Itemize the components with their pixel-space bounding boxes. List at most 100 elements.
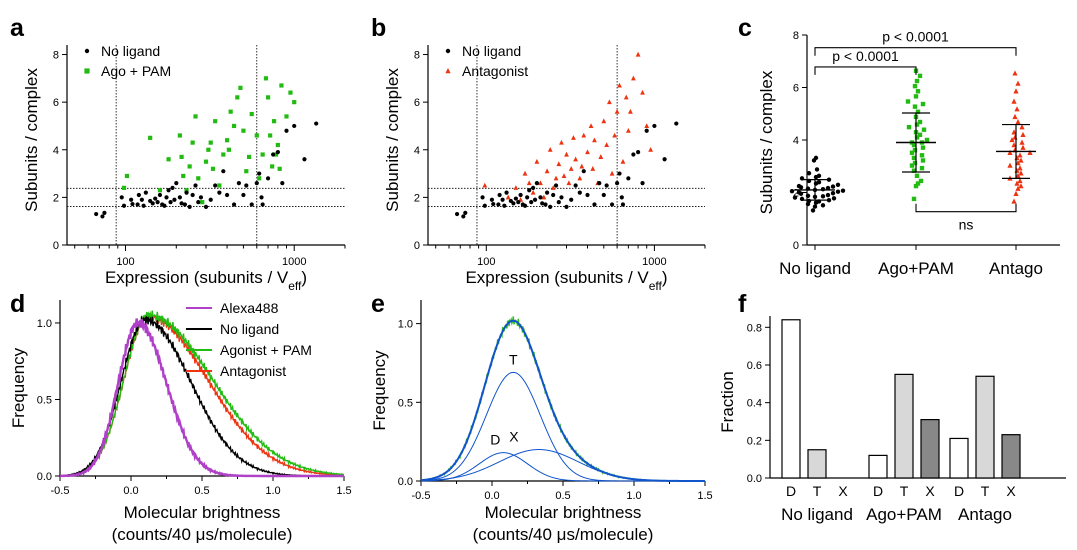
data-point: [831, 196, 837, 201]
significance-label: p < 0.0001: [832, 48, 899, 64]
y-axis-label: Fraction: [718, 371, 737, 432]
data-point: [254, 180, 259, 186]
data-point: [559, 195, 564, 200]
series-no-ligand: [94, 121, 319, 219]
data-point: [644, 128, 649, 133]
series-ago-pam: [121, 76, 297, 205]
data-point: [915, 109, 921, 114]
data-point: [924, 137, 930, 143]
fit-component-x: [420, 449, 705, 482]
data-point: [480, 195, 485, 200]
data-point: [141, 203, 146, 208]
data-point: [820, 186, 826, 192]
data-point: [917, 132, 923, 138]
data-point: [155, 200, 160, 205]
data-point: [164, 195, 169, 200]
data-point: [265, 176, 271, 181]
data-point: [121, 203, 127, 208]
data-point: [830, 191, 836, 196]
data-point: [208, 197, 213, 202]
category-label: Antago: [989, 259, 1043, 278]
data-point: [921, 127, 927, 132]
data-point: [130, 201, 135, 207]
data-point: [806, 171, 812, 176]
y-tick-label: 6: [53, 97, 59, 109]
data-point: [559, 139, 564, 145]
data-point: [579, 163, 585, 169]
fit-component-d: [420, 452, 705, 482]
data-point: [1012, 113, 1018, 120]
x-axis-label: Expression (subunits / Veff): [105, 268, 307, 293]
data-point: [292, 123, 297, 129]
y-tick-label: 8: [793, 30, 799, 42]
group-label: Antago: [958, 505, 1012, 524]
y-tick-label: 1.0: [398, 319, 413, 331]
data-point: [150, 201, 155, 206]
data-point: [235, 95, 240, 100]
data-point: [213, 183, 218, 188]
category-tick-label: X: [925, 483, 935, 499]
data-point: [168, 200, 173, 205]
data-point: [789, 188, 795, 194]
data-point: [196, 200, 201, 205]
data-point: [912, 83, 918, 89]
data-point: [259, 195, 264, 200]
data-point: [241, 192, 246, 198]
data-point: [1014, 180, 1020, 186]
data-point: [590, 166, 596, 171]
data-point: [628, 108, 633, 114]
data-point: [911, 142, 917, 148]
category-tick-label: T: [900, 483, 909, 499]
y-tick-label: 0.0: [398, 476, 413, 488]
data-point: [609, 202, 615, 207]
x-tick-label: 1.5: [336, 485, 351, 497]
x-tick-label: 100: [477, 256, 495, 268]
category-tick-label: D: [954, 483, 964, 499]
data-point: [217, 183, 222, 188]
significance-label: ns: [959, 217, 974, 233]
line-no-ligand: [59, 315, 345, 477]
data-point: [914, 173, 920, 179]
component-label: X: [509, 429, 519, 445]
data-point: [550, 185, 556, 190]
data-point: [224, 192, 230, 198]
bar-x: [920, 419, 940, 479]
x-tick-label: 0.0: [484, 490, 499, 502]
data-point: [210, 166, 216, 171]
data-point: [1015, 80, 1021, 86]
x-axis-label-units: (counts/40 μs/molecule): [112, 525, 293, 544]
x-tick-label: 1.0: [626, 490, 641, 502]
data-point: [527, 188, 532, 193]
y-tick-label: 0.5: [398, 397, 413, 409]
data-point: [914, 78, 920, 84]
data-point: [231, 202, 237, 207]
data-point: [581, 169, 586, 174]
y-tick-label: 2: [53, 192, 59, 204]
bar-d: [949, 437, 969, 479]
data-point: [564, 151, 569, 157]
data-point: [541, 194, 547, 200]
bar-x: [1001, 434, 1021, 479]
x-tick-label: 0.5: [555, 490, 570, 502]
data-point: [623, 94, 629, 100]
category-label: No ligand: [779, 259, 851, 278]
data-point: [917, 119, 923, 125]
data-point: [909, 163, 915, 168]
y-axis-label: Subunits / complex: [383, 68, 402, 212]
data-point: [585, 149, 590, 155]
data-point: [561, 173, 567, 178]
data-point: [636, 150, 641, 155]
data-point: [461, 214, 466, 219]
data-point: [920, 145, 926, 150]
data-point: [260, 202, 265, 207]
data-point: [271, 152, 276, 157]
significance-bracket: [915, 203, 1017, 213]
y-tick-label: 6: [414, 97, 420, 109]
data-point: [1013, 190, 1019, 196]
data-point: [153, 196, 158, 201]
data-point: [226, 147, 231, 152]
legend-label: No ligand: [220, 321, 279, 337]
data-point: [530, 189, 536, 195]
data-point: [184, 188, 189, 193]
data-point: [249, 111, 254, 117]
